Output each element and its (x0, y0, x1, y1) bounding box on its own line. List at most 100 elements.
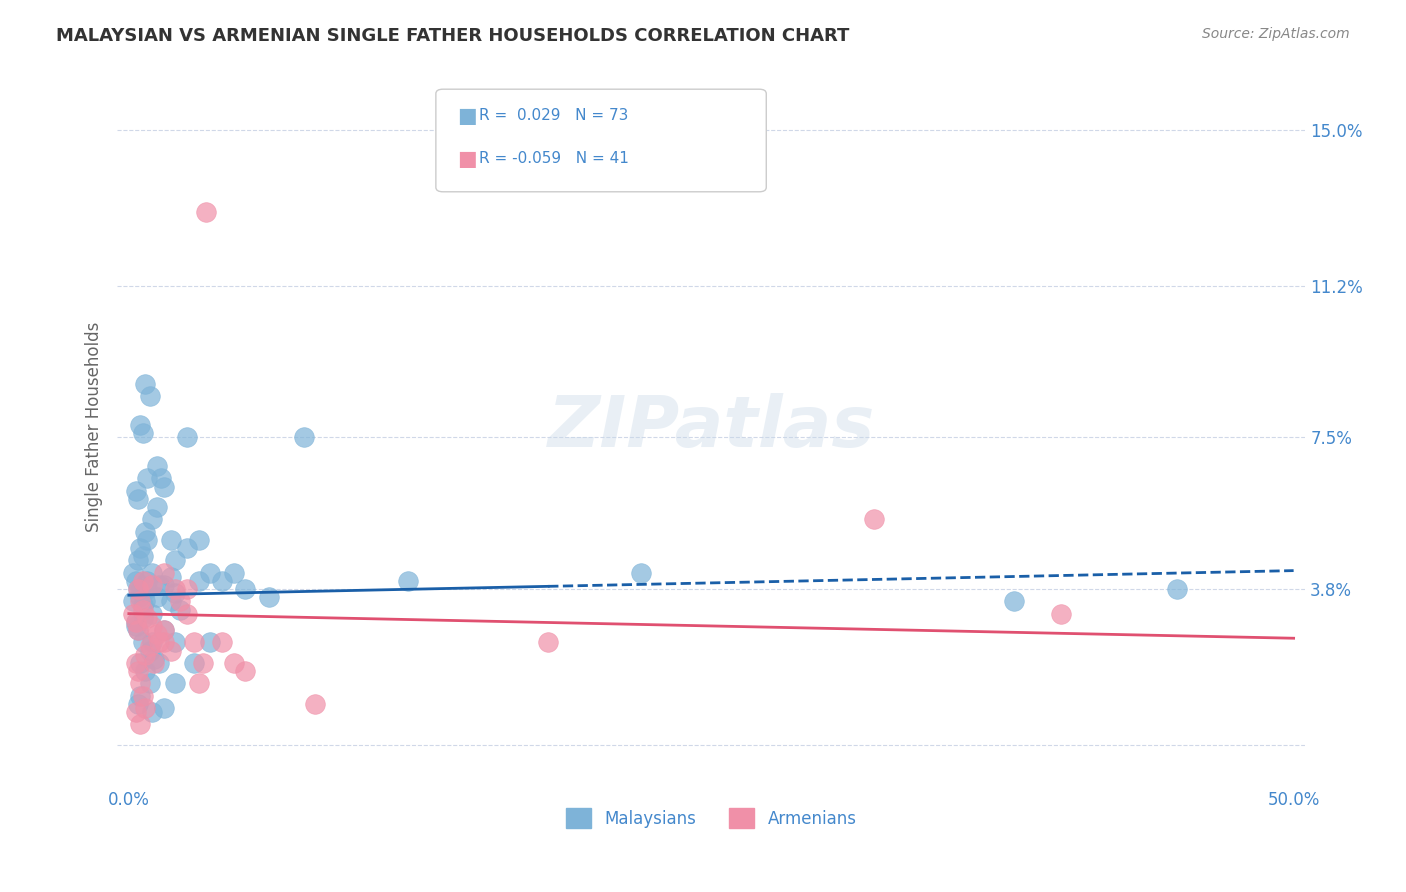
Point (169, 602, 191, 616)
Point (152, 479, 174, 493)
Point (233, 582, 256, 596)
Point (129, 591, 152, 605)
Point (134, 664, 156, 678)
Point (187, 533, 209, 547)
Point (537, 635, 560, 649)
Point (200, 635, 222, 649)
Point (129, 594, 152, 608)
Point (125, 656, 148, 670)
Point (127, 697, 149, 711)
Point (630, 566, 652, 580)
Point (127, 623, 149, 637)
Point (152, 623, 174, 637)
Point (139, 640, 162, 654)
Point (129, 418, 152, 433)
Point (292, 430, 315, 444)
Point (125, 705, 148, 719)
Point (148, 578, 170, 592)
Point (165, 676, 187, 690)
Point (122, 566, 145, 580)
Text: ■: ■ (457, 106, 477, 126)
Point (1049, 607, 1071, 621)
Point (176, 430, 198, 444)
Point (159, 570, 181, 584)
Point (132, 611, 155, 625)
Point (127, 582, 149, 596)
Point (125, 574, 148, 588)
Point (159, 533, 181, 547)
Point (159, 594, 181, 608)
Point (127, 553, 149, 567)
Point (134, 701, 156, 715)
Point (863, 512, 886, 526)
Point (233, 664, 256, 678)
Point (141, 512, 163, 526)
Point (136, 574, 159, 588)
Point (141, 578, 163, 592)
Point (193, 656, 215, 670)
Point (132, 602, 155, 616)
Point (132, 426, 155, 441)
Point (194, 205, 217, 219)
Legend: Malaysians, Armenians: Malaysians, Armenians (560, 801, 863, 835)
Point (134, 594, 156, 608)
Point (141, 705, 163, 719)
Point (132, 549, 155, 564)
Point (304, 697, 326, 711)
Point (141, 619, 163, 633)
Point (1002, 594, 1025, 608)
Point (141, 635, 163, 649)
Point (129, 582, 152, 596)
Point (165, 635, 187, 649)
Point (136, 582, 159, 596)
Point (187, 574, 209, 588)
Point (222, 566, 245, 580)
Point (152, 566, 174, 580)
Point (146, 591, 169, 605)
Text: Source: ZipAtlas.com: Source: ZipAtlas.com (1202, 27, 1350, 41)
Point (183, 635, 205, 649)
Point (211, 574, 233, 588)
Point (146, 627, 169, 641)
Point (139, 643, 162, 657)
Point (176, 607, 198, 621)
Text: R =  0.029   N = 73: R = 0.029 N = 73 (479, 109, 628, 123)
Point (152, 635, 174, 649)
Point (200, 566, 222, 580)
Point (129, 689, 152, 703)
Point (139, 676, 162, 690)
Point (129, 656, 152, 670)
Point (136, 533, 159, 547)
Text: R = -0.059   N = 41: R = -0.059 N = 41 (479, 152, 630, 166)
Point (125, 615, 148, 629)
Point (146, 500, 169, 514)
Point (150, 471, 173, 485)
Point (134, 648, 156, 662)
Point (165, 553, 187, 567)
Point (122, 594, 145, 608)
Point (169, 594, 191, 608)
Point (176, 541, 198, 555)
Point (129, 541, 152, 555)
Point (211, 635, 233, 649)
Point (125, 483, 148, 498)
Point (125, 619, 148, 633)
Text: MALAYSIAN VS ARMENIAN SINGLE FATHER HOUSEHOLDS CORRELATION CHART: MALAYSIAN VS ARMENIAN SINGLE FATHER HOUS… (56, 27, 849, 45)
Point (146, 459, 169, 474)
Point (143, 656, 166, 670)
Point (132, 574, 155, 588)
Point (132, 689, 155, 703)
Point (141, 566, 163, 580)
Point (136, 611, 159, 625)
Point (143, 651, 166, 665)
Point (136, 471, 159, 485)
Point (125, 615, 148, 629)
Point (222, 656, 245, 670)
Point (159, 643, 181, 657)
Text: ■: ■ (457, 149, 477, 169)
Text: ZIPatlas: ZIPatlas (547, 392, 875, 462)
Point (127, 491, 149, 506)
Point (183, 656, 205, 670)
Point (257, 591, 280, 605)
Point (134, 377, 156, 392)
